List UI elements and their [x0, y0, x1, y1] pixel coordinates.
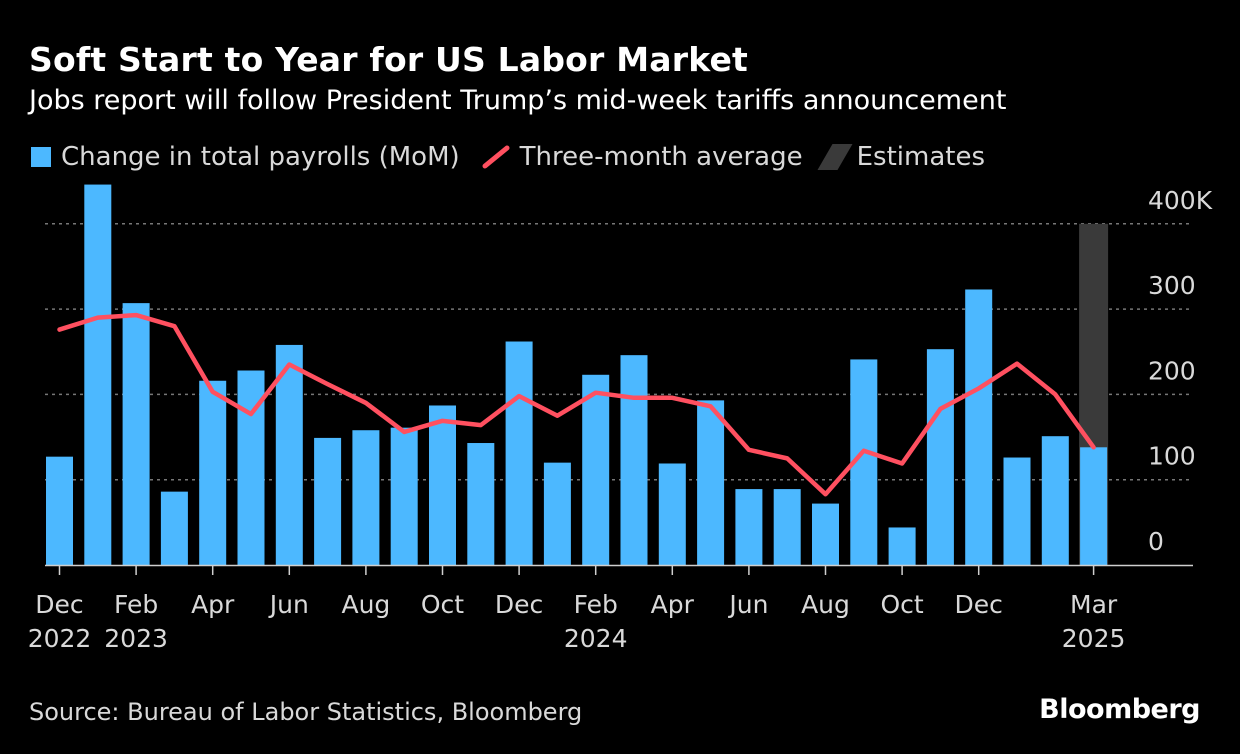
x-tick-label-oct-10: Oct: [421, 590, 464, 619]
chart-subtitle: Jobs report will follow President Trump’…: [29, 85, 1007, 116]
x-tick-label-apr-16: Apr: [651, 590, 695, 619]
bar-aug-2023: [352, 430, 380, 565]
legend-item-average: Three-month average: [482, 142, 803, 172]
x-tick-label-dec-0: Dec: [35, 590, 83, 619]
bar-dec-2022: [46, 456, 73, 565]
bar-dec-2024: [965, 289, 993, 565]
x-tick-label-mar-27: Mar: [1070, 590, 1118, 619]
legend-item-estimates: Estimates: [817, 142, 986, 172]
x-tick-label-oct-22: Oct: [880, 590, 923, 619]
legend-swatch-payrolls: [31, 147, 51, 167]
three-month-average-line: [57, 312, 1096, 497]
x-tick-year-2025: 2025: [1062, 624, 1126, 653]
legend-label-payrolls: Change in total payrolls (MoM): [61, 142, 460, 172]
bar-jun-2023: [275, 344, 303, 565]
bar-oct-2024: [888, 527, 916, 565]
x-tick-label-jun-6: Jun: [268, 590, 309, 619]
y-tick-label-300: 300: [1148, 271, 1196, 300]
bar-apr-2024: [658, 463, 686, 565]
x-tick-year-2022: 2022: [28, 624, 92, 653]
bar-jul-2024: [773, 489, 801, 565]
legend: Change in total payrolls (MoM) Three-mon…: [31, 142, 1007, 172]
x-tick-label-aug-8: Aug: [341, 590, 390, 619]
bar-oct-2023: [429, 405, 456, 565]
x-tick-year-2023: 2023: [104, 624, 168, 653]
bloomberg-logo: Bloomberg: [1039, 694, 1200, 725]
bar-jan-2025: [1003, 457, 1031, 565]
bar-nov-2024: [926, 349, 954, 565]
bar-mar-2024: [620, 355, 648, 565]
bar-dec-2023: [505, 341, 533, 565]
bar-nov-2023: [467, 443, 495, 565]
bar-apr-2023: [199, 380, 227, 565]
source-note: Source: Bureau of Labor Statistics, Bloo…: [29, 698, 583, 726]
x-tick-label-dec-12: Dec: [495, 590, 543, 619]
y-tick-label-200: 200: [1148, 356, 1196, 385]
bar-feb-2024: [582, 374, 610, 565]
bar-mar-2025: [1080, 447, 1108, 565]
x-tick-label-aug-20: Aug: [801, 590, 850, 619]
bar-aug-2024: [812, 503, 839, 565]
bar-jan-2023: [84, 184, 112, 565]
bar-jul-2023: [314, 437, 342, 565]
x-tick-label-feb-2: Feb: [114, 590, 158, 619]
legend-label-estimates: Estimates: [856, 142, 986, 172]
y-tick-label-100: 100: [1148, 442, 1196, 471]
x-tick-label-jun-18: Jun: [727, 590, 768, 619]
legend-swatch-average: [482, 145, 510, 169]
bar-jan-2024: [543, 462, 571, 565]
bar-sep-2023: [390, 427, 418, 565]
x-tick-label-feb-14: Feb: [574, 590, 618, 619]
bar-mar-2023: [160, 491, 188, 565]
x-tick-year-2024: 2024: [564, 624, 628, 653]
bar-may-2024: [697, 400, 725, 565]
bar-feb-2025: [1041, 436, 1069, 565]
bar-feb-2023: [122, 303, 150, 565]
x-tick-label-apr-4: Apr: [191, 590, 235, 619]
y-tick-label-400: 400K: [1148, 186, 1213, 215]
chart-title: Soft Start to Year for US Labor Market: [29, 40, 749, 79]
legend-item-payrolls: Change in total payrolls (MoM): [31, 142, 460, 172]
bar-jun-2024: [735, 489, 763, 565]
legend-label-average: Three-month average: [519, 142, 803, 172]
x-tick-label-dec-24: Dec: [955, 590, 1003, 619]
y-tick-label-0: 0: [1148, 527, 1164, 556]
